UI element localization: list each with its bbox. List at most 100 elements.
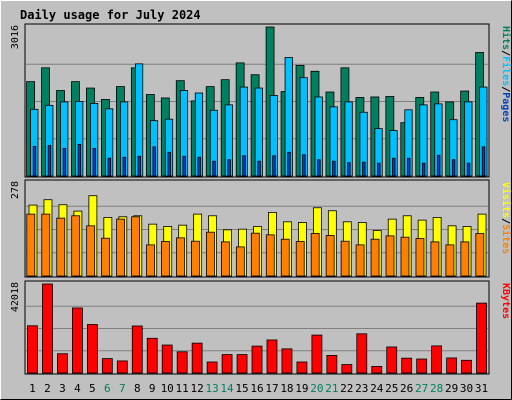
x-tick-label-12: 12 xyxy=(191,382,204,395)
x-tick-label-18: 18 xyxy=(280,382,293,395)
bar-sites-1 xyxy=(26,213,36,277)
bar-sites-7 xyxy=(116,218,126,277)
bar-sites-19 xyxy=(295,241,305,277)
bar-pages-21 xyxy=(332,160,336,177)
bar-kbytes-25 xyxy=(386,346,398,374)
legend-entry-visits-sites-0: Visits xyxy=(500,182,512,218)
x-tick-label-24: 24 xyxy=(370,382,384,395)
bar-kbytes-4 xyxy=(72,307,83,374)
bar-sites-29 xyxy=(445,244,455,277)
bar-kbytes-14 xyxy=(221,354,233,374)
legend-entry-hits-files-pages-4: Pages xyxy=(500,92,511,122)
x-tick-label-26: 26 xyxy=(400,382,413,395)
bar-pages-11 xyxy=(182,155,186,177)
x-tick-label-2: 2 xyxy=(44,382,51,395)
bar-sites-8 xyxy=(131,216,140,277)
bar-kbytes-15 xyxy=(236,354,248,374)
bar-kbytes-31 xyxy=(476,302,487,374)
bar-pages-10 xyxy=(167,151,171,177)
bar-pages-23 xyxy=(362,161,366,177)
bar-pages-30 xyxy=(466,162,471,177)
legend-entry-kbytes-0: KBytes xyxy=(500,283,511,319)
bar-kbytes-6 xyxy=(101,358,113,374)
x-tick-label-25: 25 xyxy=(385,382,398,395)
panel-visits-sites: 278 Visits/Sites xyxy=(10,179,512,278)
bar-pages-2 xyxy=(47,144,52,177)
x-tick-label-27: 27 xyxy=(415,382,428,395)
bar-kbytes-3 xyxy=(57,353,68,374)
bar-sites-11 xyxy=(176,237,185,277)
bar-pages-4 xyxy=(77,143,82,177)
legend-entry-hits-files-pages-0: Hits xyxy=(500,26,512,50)
bar-pages-8 xyxy=(137,155,141,177)
bar-pages-17 xyxy=(272,155,276,177)
x-tick-label-15: 15 xyxy=(235,382,248,395)
bar-sites-18 xyxy=(280,238,290,277)
bar-sites-28 xyxy=(430,241,440,277)
y-max-label-kbytes: 42018 xyxy=(10,282,21,312)
bar-kbytes-26 xyxy=(401,357,413,374)
bar-sites-30 xyxy=(460,241,470,277)
bar-sites-16 xyxy=(250,232,260,277)
x-tick-label-23: 23 xyxy=(355,382,368,395)
bar-sites-3 xyxy=(56,217,66,277)
x-axis-labels: 1 2 3 4 5 6 7 8 9 10 11 12 13 14 15 16 17 18 19 20 21 22 23 24 2… xyxy=(29,382,488,395)
legend-kbytes: KBytes xyxy=(500,283,511,319)
bar-sites-5 xyxy=(86,225,96,277)
bar-sites-20 xyxy=(310,233,320,277)
bar-pages-3 xyxy=(62,147,67,177)
bar-pages-28 xyxy=(436,154,441,177)
bar-sites-15 xyxy=(235,246,245,277)
bar-kbytes-24 xyxy=(371,366,383,374)
x-tick-label-20: 20 xyxy=(310,382,323,395)
bar-kbytes-21 xyxy=(326,355,338,374)
legend-hits-files-pages: Hits/Files/Pages xyxy=(500,26,512,122)
x-tick-label-1: 1 xyxy=(29,382,36,395)
bar-kbytes-12 xyxy=(191,342,203,374)
chart-title: Daily usage for July 2024 xyxy=(20,8,201,22)
legend-entry-visits-sites-1: / xyxy=(500,218,511,224)
bar-pages-5 xyxy=(92,147,97,177)
bar-sites-9 xyxy=(146,244,155,277)
x-tick-label-5: 5 xyxy=(89,382,96,395)
legend-entry-hits-files-pages-3: / xyxy=(500,86,511,92)
legend-visits-sites: Visits/Sites xyxy=(500,182,512,254)
bar-kbytes-1 xyxy=(27,325,38,374)
bar-sites-4 xyxy=(71,215,81,277)
bar-pages-18 xyxy=(287,151,291,177)
y-max-label-hits-files-pages: 3016 xyxy=(10,25,21,49)
x-tick-label-30: 30 xyxy=(460,382,473,395)
bar-kbytes-11 xyxy=(176,351,188,374)
bar-pages-26 xyxy=(406,157,411,177)
bar-kbytes-30 xyxy=(461,359,472,374)
x-tick-label-28: 28 xyxy=(430,382,443,395)
bar-pages-27 xyxy=(421,162,426,177)
bar-pages-19 xyxy=(302,154,306,177)
bar-kbytes-28 xyxy=(431,345,443,374)
bar-sites-6 xyxy=(101,237,111,277)
bar-sites-31 xyxy=(475,233,485,277)
x-tick-label-9: 9 xyxy=(149,382,156,395)
bar-sites-21 xyxy=(325,235,335,277)
bar-pages-22 xyxy=(347,162,351,177)
bar-sites-14 xyxy=(220,241,230,277)
bar-pages-14 xyxy=(227,159,231,177)
bar-kbytes-29 xyxy=(446,357,458,374)
x-tick-label-14: 14 xyxy=(220,382,234,395)
bar-pages-15 xyxy=(242,155,246,177)
bar-kbytes-22 xyxy=(341,364,353,374)
legend-entry-hits-files-pages-2: Files xyxy=(500,56,512,86)
x-tick-label-31: 31 xyxy=(475,382,488,395)
bar-kbytes-17 xyxy=(266,339,278,374)
x-tick-label-21: 21 xyxy=(325,382,338,395)
x-tick-label-11: 11 xyxy=(176,382,189,395)
bar-kbytes-10 xyxy=(161,344,173,374)
legend-entry-visits-sites-2: Sites xyxy=(500,224,512,254)
y-max-label-visits-sites: 278 xyxy=(10,181,21,199)
x-tick-label-19: 19 xyxy=(295,382,308,395)
bar-pages-29 xyxy=(451,159,456,177)
x-tick-label-16: 16 xyxy=(250,382,263,395)
bar-kbytes-13 xyxy=(206,361,218,374)
